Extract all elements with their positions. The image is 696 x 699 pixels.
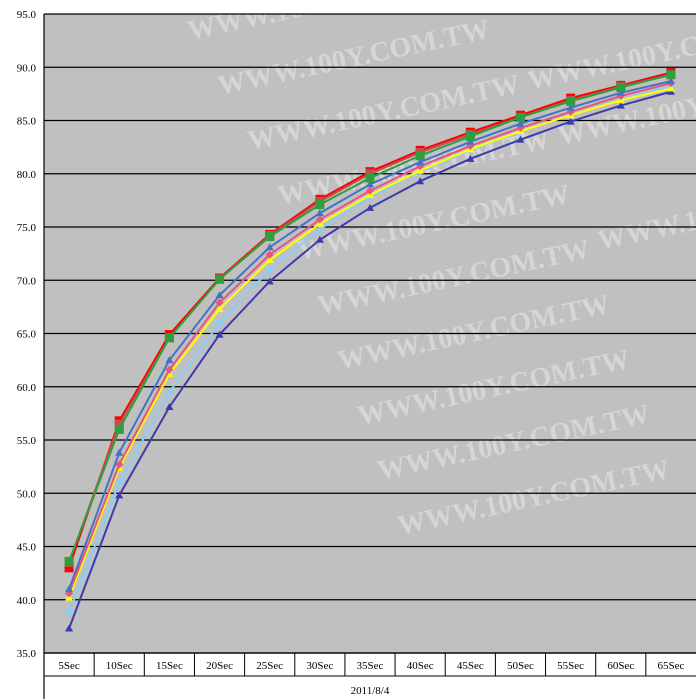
- data-point: [466, 154, 475, 162]
- data-point: [366, 180, 374, 188]
- data-point: [114, 419, 124, 429]
- y-tick-label: 60.0: [17, 382, 37, 394]
- x-tick-label: 50Sec: [507, 660, 534, 672]
- data-point: [64, 556, 74, 566]
- x-tick-label: 60Sec: [607, 660, 634, 672]
- data-point: [566, 103, 575, 111]
- data-point: [666, 84, 675, 92]
- data-point: [265, 277, 274, 285]
- data-point: [616, 88, 625, 96]
- data-point: [465, 131, 475, 141]
- x-axis-label: 2011/8/4: [351, 685, 390, 697]
- data-point: [566, 96, 576, 106]
- y-tick-label: 50.0: [17, 488, 37, 500]
- data-point: [516, 135, 525, 143]
- x-tick-label: 25Sec: [256, 660, 283, 672]
- data-point: [265, 250, 274, 259]
- data-point: [65, 585, 74, 593]
- data-point: [515, 112, 525, 122]
- data-point: [164, 333, 174, 343]
- data-point: [65, 608, 74, 617]
- data-point: [64, 563, 74, 573]
- series-layer: [64, 68, 676, 632]
- data-point: [165, 356, 174, 364]
- data-point: [265, 243, 274, 251]
- x-tick-label: 30Sec: [306, 660, 333, 672]
- y-tick-label: 90.0: [17, 62, 37, 74]
- data-point: [215, 291, 224, 299]
- data-point: [215, 305, 224, 313]
- data-point: [115, 478, 124, 487]
- x-axis-frame: [44, 652, 696, 677]
- y-tick-label: 65.0: [17, 329, 37, 341]
- data-point: [115, 460, 124, 469]
- series-8: [64, 70, 676, 566]
- data-point: [366, 186, 374, 195]
- y-tick-label: 85.0: [17, 116, 37, 128]
- data-point: [215, 274, 225, 284]
- data-point: [114, 424, 124, 434]
- data-point: [315, 235, 324, 243]
- data-point: [666, 77, 675, 85]
- y-tick-label: 70.0: [17, 275, 37, 287]
- data-point: [315, 225, 324, 234]
- data-point: [416, 158, 425, 166]
- x-axis-ticks: 5Sec 10Sec 15Sec 20Sec 25Sec 30Sec 35Sec 40Sec 4…: [58, 660, 684, 672]
- x-tick-label: 5Sec: [58, 660, 80, 672]
- data-point: [265, 265, 274, 274]
- series-1: [65, 87, 675, 632]
- data-point: [616, 101, 625, 109]
- data-point: [616, 82, 626, 92]
- y-axis-ticks: 35.0 40.0 45.0 50.0 55.0 60.0 65.0 70.0 75.0 80.0…: [17, 9, 37, 660]
- y-tick-label: 75.0: [17, 222, 37, 234]
- x-tick-label: 10Sec: [106, 660, 133, 672]
- x-tick-label: 65Sec: [657, 660, 684, 672]
- y-tick-label: 80.0: [17, 169, 37, 181]
- series-5: [65, 77, 675, 593]
- data-point: [516, 119, 525, 127]
- data-point: [265, 256, 274, 264]
- x-tick-label: 15Sec: [156, 660, 183, 672]
- x-tick-label: 55Sec: [557, 660, 584, 672]
- data-point: [315, 215, 324, 224]
- data-point: [315, 209, 324, 217]
- data-point: [215, 330, 224, 338]
- x-tick-label: 35Sec: [357, 660, 384, 672]
- x-tick-label: 45Sec: [457, 660, 484, 672]
- data-point: [566, 117, 575, 125]
- data-point: [416, 177, 425, 185]
- y-tick-label: 40.0: [17, 595, 37, 607]
- data-point: [366, 203, 374, 211]
- data-point: [115, 491, 124, 499]
- y-tick-label: 95.0: [17, 9, 37, 21]
- data-point: [315, 200, 325, 210]
- x-tick-label: 20Sec: [206, 660, 233, 672]
- data-point: [215, 318, 224, 327]
- data-point: [165, 365, 174, 374]
- data-point: [215, 298, 224, 307]
- data-point: [165, 402, 174, 410]
- grid-lines: [43, 13, 696, 699]
- data-point: [466, 137, 475, 145]
- y-tick-label: 55.0: [17, 435, 37, 447]
- data-point: [265, 232, 275, 242]
- y-tick-label: 45.0: [17, 542, 37, 554]
- x-tick-label: 40Sec: [407, 660, 434, 672]
- data-point: [666, 70, 676, 80]
- y-tick-label: 35.0: [17, 648, 37, 660]
- data-point: [415, 151, 425, 161]
- data-point: [65, 624, 74, 632]
- data-point: [165, 388, 174, 397]
- data-point: [115, 448, 124, 456]
- data-point: [365, 173, 375, 183]
